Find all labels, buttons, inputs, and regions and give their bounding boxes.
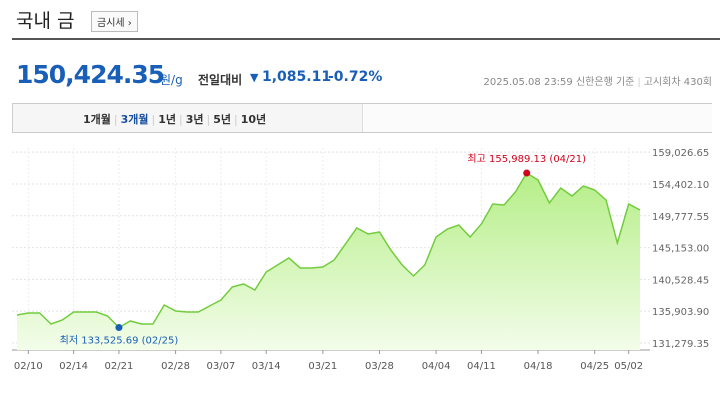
change-rate: -0.72%	[328, 69, 383, 85]
high-label: 최고 155,989.13 (04/21)	[467, 153, 586, 165]
low-marker	[115, 324, 123, 332]
y-tick-label: 149,777.55	[652, 212, 709, 223]
separator	[12, 38, 720, 40]
x-tick-label: 04/11	[467, 361, 496, 372]
x-tick-label: 03/21	[308, 361, 337, 372]
divider: |	[151, 113, 156, 126]
divider: |	[206, 113, 211, 126]
high-marker	[523, 169, 531, 177]
x-tick-label: 04/25	[580, 361, 609, 372]
x-tick-label: 03/14	[252, 361, 281, 372]
x-tick-label: 02/21	[105, 361, 134, 372]
area	[17, 173, 640, 350]
change: 1,085.11	[262, 69, 332, 85]
period-tab[interactable]: 3개월	[120, 113, 149, 126]
x-tick-label: 05/02	[614, 361, 643, 372]
info: 2025.05.08 23:59 신한은행 기준 | 고시회차 430회	[483, 77, 712, 88]
period-tab[interactable]: 1년	[158, 113, 177, 126]
x-tick-label: 02/14	[59, 361, 88, 372]
round: 고시회차 430회	[643, 77, 712, 88]
price-button[interactable]: 금시세 ›	[91, 11, 138, 32]
x-tick-label: 02/10	[14, 361, 43, 372]
title: 국내 금	[16, 10, 75, 32]
tab-list: 1개월 | 3개월 | 1년 | 3년 | 5년 | 10년	[80, 111, 269, 127]
y-tick-label: 135,903.90	[652, 307, 709, 318]
divider: |	[113, 113, 118, 126]
low-label: 최저 133,525.69 (02/25)	[60, 335, 179, 347]
unit: 원/g	[160, 73, 183, 87]
datetime: 2025.05.08 23:59	[483, 77, 573, 88]
period-tab[interactable]: 3년	[185, 113, 204, 126]
change-label: 전일대비	[198, 73, 243, 87]
price: 150,424.35	[16, 60, 165, 89]
period-tab[interactable]: 10년	[240, 113, 267, 126]
x-tick-label: 03/28	[365, 361, 394, 372]
y-tick-label: 159,026.65	[652, 148, 709, 159]
y-tick-label: 154,402.10	[652, 180, 709, 191]
y-tick-label: 145,153.00	[652, 244, 709, 255]
x-tick-label: 03/07	[206, 361, 235, 372]
divider: |	[179, 113, 183, 126]
down-icon: ▼	[250, 71, 259, 84]
y-tick-label: 140,528.45	[652, 275, 709, 286]
x-tick-label: 04/04	[422, 361, 451, 372]
divider: |	[234, 113, 238, 126]
x-tick-label: 02/28	[161, 361, 190, 372]
period-tab[interactable]: 1개월	[83, 113, 111, 126]
x-tick-label: 04/18	[524, 361, 553, 372]
tab-bar-right	[362, 104, 712, 132]
source: 신한은행 기준	[575, 77, 635, 88]
period-tab[interactable]: 5년	[213, 113, 232, 126]
y-tick-label: 131,279.35	[652, 339, 709, 350]
